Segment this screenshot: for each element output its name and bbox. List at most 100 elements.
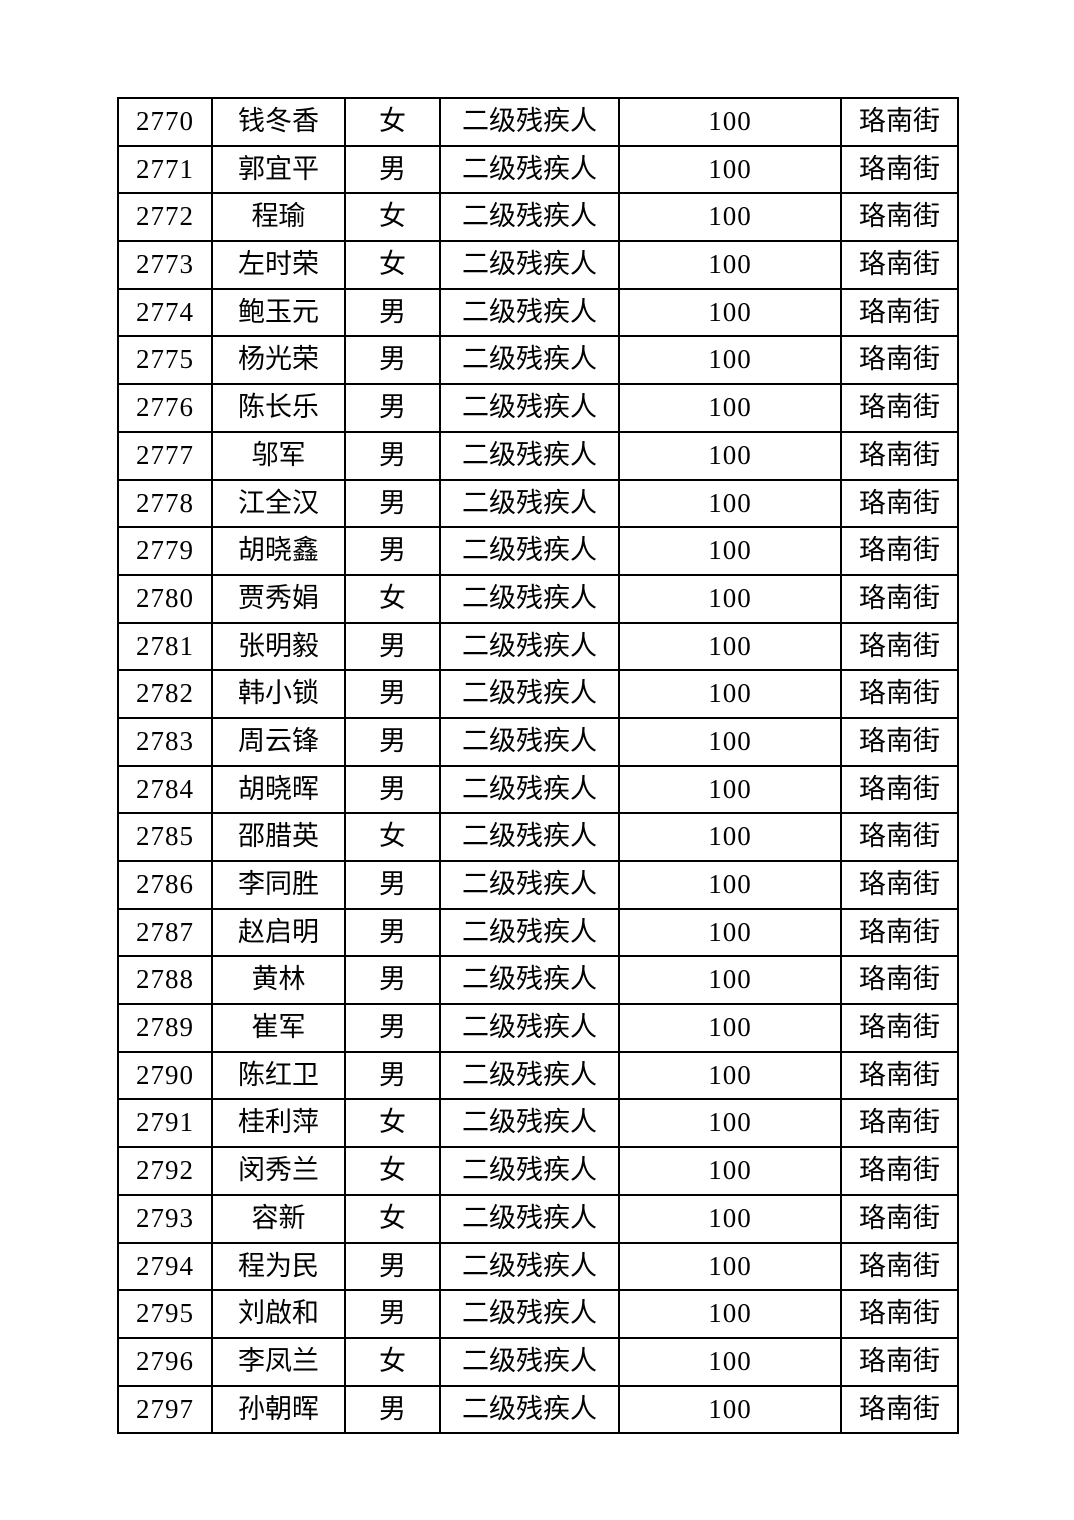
gender-cell: 女	[344, 812, 441, 862]
street-cell: 珞南街	[840, 1241, 959, 1292]
category-cell: 二级残疾人	[439, 97, 620, 147]
gender-cell: 女	[344, 192, 441, 243]
gender-cell: 男	[344, 669, 441, 719]
amount-cell: 100	[618, 1146, 842, 1196]
street-cell: 珞南街	[840, 1193, 959, 1244]
table-row: 2773 左时荣女二级残疾人 100 珞南街	[117, 240, 959, 290]
amount-cell: 100	[618, 192, 842, 243]
category-cell: 二级残疾人	[439, 812, 620, 862]
name-cell: 张明毅	[211, 621, 346, 672]
name-cell: 孙朝晖	[211, 1384, 346, 1435]
table-row: 2772 程瑜女二级残疾人 100 珞南街	[117, 192, 959, 243]
table-row: 2771 郭宜平男二级残疾人 100 珞南街	[117, 144, 959, 195]
street-cell: 珞南街	[840, 1146, 959, 1196]
category-cell: 二级残疾人	[439, 1098, 620, 1149]
table-row: 2790 陈红卫男二级残疾人 100 珞南街	[117, 1050, 959, 1101]
amount-cell: 100	[618, 812, 842, 862]
category-cell: 二级残疾人	[439, 669, 620, 719]
gender-cell: 男	[344, 1003, 441, 1053]
name-cell: 崔军	[211, 1003, 346, 1053]
serial-cell: 2795	[117, 1289, 213, 1339]
street-cell: 珞南街	[840, 430, 959, 481]
gender-cell: 男	[344, 955, 441, 1006]
table-row: 2793 容新女二级残疾人 100 珞南街	[117, 1193, 959, 1244]
amount-cell: 100	[618, 1384, 842, 1435]
amount-cell: 100	[618, 907, 842, 958]
serial-cell: 2772	[117, 192, 213, 243]
gender-cell: 女	[344, 1193, 441, 1244]
gender-cell: 女	[344, 240, 441, 290]
table-row: 2774 鲍玉元男二级残疾人 100 珞南街	[117, 287, 959, 338]
table-row: 2770 钱冬香女二级残疾人 100 珞南街	[117, 97, 959, 147]
gender-cell: 男	[344, 1384, 441, 1435]
street-cell: 珞南街	[840, 97, 959, 147]
gender-cell: 女	[344, 1098, 441, 1149]
gender-cell: 女	[344, 573, 441, 624]
street-cell: 珞南街	[840, 621, 959, 672]
amount-cell: 100	[618, 1241, 842, 1292]
serial-cell: 2777	[117, 430, 213, 481]
name-cell: 程为民	[211, 1241, 346, 1292]
amount-cell: 100	[618, 1003, 842, 1053]
table-row: 2796 李凤兰女二级残疾人 100 珞南街	[117, 1336, 959, 1387]
category-cell: 二级残疾人	[439, 287, 620, 338]
street-cell: 珞南街	[840, 1384, 959, 1435]
category-cell: 二级残疾人	[439, 192, 620, 243]
table-row: 2781 张明毅男二级残疾人 100 珞南街	[117, 621, 959, 672]
amount-cell: 100	[618, 1193, 842, 1244]
category-cell: 二级残疾人	[439, 478, 620, 529]
amount-cell: 100	[618, 526, 842, 576]
street-cell: 珞南街	[840, 526, 959, 576]
serial-cell: 2785	[117, 812, 213, 862]
table-row: 2778 江全汉男二级残疾人 100 珞南街	[117, 478, 959, 529]
table-row: 2792 闵秀兰女二级残疾人 100 珞南街	[117, 1146, 959, 1196]
serial-cell: 2779	[117, 526, 213, 576]
gender-cell: 男	[344, 335, 441, 386]
category-cell: 二级残疾人	[439, 1193, 620, 1244]
street-cell: 珞南街	[840, 1336, 959, 1387]
subsidy-roster-table: 2770 钱冬香女二级残疾人 100 珞南街 2771 郭宜平男二级残疾人 100 珞南街 27…	[117, 97, 959, 1435]
street-cell: 珞南街	[840, 955, 959, 1006]
name-cell: 刘啟和	[211, 1289, 346, 1339]
name-cell: 陈长乐	[211, 383, 346, 433]
street-cell: 珞南街	[840, 240, 959, 290]
category-cell: 二级残疾人	[439, 860, 620, 910]
category-cell: 二级残疾人	[439, 1146, 620, 1196]
table-row: 2786 李同胜男二级残疾人 100 珞南街	[117, 860, 959, 910]
name-cell: 左时荣	[211, 240, 346, 290]
serial-cell: 2790	[117, 1050, 213, 1101]
category-cell: 二级残疾人	[439, 1003, 620, 1053]
serial-cell: 2794	[117, 1241, 213, 1292]
category-cell: 二级残疾人	[439, 335, 620, 386]
serial-cell: 2784	[117, 764, 213, 815]
table-row: 2794 程为民男二级残疾人 100 珞南街	[117, 1241, 959, 1292]
table-row: 2795 刘啟和男二级残疾人 100 珞南街	[117, 1289, 959, 1339]
table-row: 2784 胡晓晖男二级残疾人 100 珞南街	[117, 764, 959, 815]
category-cell: 二级残疾人	[439, 526, 620, 576]
gender-cell: 女	[344, 97, 441, 147]
amount-cell: 100	[618, 287, 842, 338]
amount-cell: 100	[618, 97, 842, 147]
serial-cell: 2773	[117, 240, 213, 290]
street-cell: 珞南街	[840, 1050, 959, 1101]
serial-cell: 2789	[117, 1003, 213, 1053]
amount-cell: 100	[618, 669, 842, 719]
amount-cell: 100	[618, 1336, 842, 1387]
gender-cell: 男	[344, 287, 441, 338]
table-row: 2780 贾秀娟女二级残疾人 100 珞南街	[117, 573, 959, 624]
amount-cell: 100	[618, 144, 842, 195]
name-cell: 李同胜	[211, 860, 346, 910]
table-row: 2777 邬军男二级残疾人 100 珞南街	[117, 430, 959, 481]
serial-cell: 2796	[117, 1336, 213, 1387]
table-row: 2789 崔军男二级残疾人 100 珞南街	[117, 1003, 959, 1053]
name-cell: 黄林	[211, 955, 346, 1006]
gender-cell: 女	[344, 1146, 441, 1196]
category-cell: 二级残疾人	[439, 716, 620, 767]
table-row: 2785 邵腊英女二级残疾人 100 珞南街	[117, 812, 959, 862]
gender-cell: 男	[344, 144, 441, 195]
category-cell: 二级残疾人	[439, 1050, 620, 1101]
gender-cell: 男	[344, 478, 441, 529]
gender-cell: 男	[344, 764, 441, 815]
name-cell: 鲍玉元	[211, 287, 346, 338]
